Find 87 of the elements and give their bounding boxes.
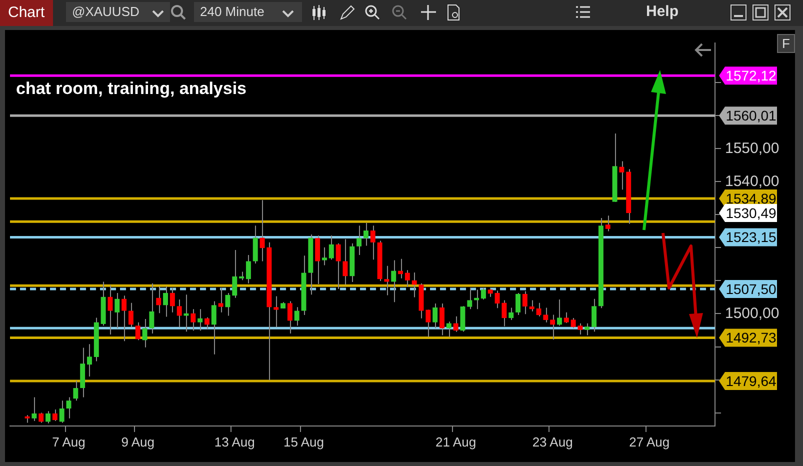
candlestick [142,318,148,348]
candlestick [218,287,224,313]
candlestick [204,316,210,330]
candlestick [480,287,486,300]
candlestick [322,246,327,266]
candlestick [225,292,230,316]
candlestick [550,314,556,340]
y-tick-label: 1550,00 [725,140,780,157]
candlestick [176,299,182,328]
candlestick [446,321,452,338]
text: Help [646,2,679,22]
text: 240 Minute [194,2,302,22]
candlestick [556,299,562,326]
candlestick [198,308,203,332]
candlestick [108,284,113,336]
candlestick [342,238,348,286]
x-tick-label: 15 Aug [284,434,324,450]
candlestick [467,287,472,310]
candlestick [564,312,569,324]
candlestick [529,300,534,312]
x-tick-label: 7 Aug [52,434,86,450]
candlestick [363,222,368,246]
candlestick [619,160,624,190]
text: F [777,34,795,53]
text: 1530,49 [726,204,777,221]
candlestick [122,295,127,342]
candlestick [232,250,238,298]
candlestick [315,234,320,285]
ref-line-label: 1492,73 [726,330,777,346]
candlestick [73,380,78,402]
ref-line-label: 1507,50 [726,280,777,297]
candlestick [404,270,410,288]
candlestick [163,286,168,318]
candlestick [605,215,610,232]
candlestick [294,306,300,326]
candlestick [246,254,251,284]
ref-line-label: 1534,89 [726,190,777,206]
candlestick [135,322,140,341]
candlestick [426,309,431,338]
x-tick-label: 27 Aug [629,434,670,450]
ref-line-label: 1572,12 [726,67,777,84]
candlestick [114,292,120,329]
candlestick [274,296,279,328]
candlestick [592,298,597,332]
text: @XAUUSD [66,2,170,22]
x-tick-label: 21 Aug [436,434,476,450]
candlestick [66,396,72,419]
candlestick [543,307,548,323]
candlestick [508,307,514,321]
y-tick-label: 1500,00 [725,304,780,322]
candlestick [336,242,341,290]
candlestick [211,300,216,355]
candlestick [287,300,292,334]
ref-line-label: 1523,15 [726,229,777,246]
candlestick [522,290,528,315]
candlestick [391,260,396,303]
candlestick [432,303,438,329]
x-tick-label: 9 Aug [121,434,154,450]
candlestick [439,303,444,336]
candlestick [190,308,196,332]
candlestick [412,272,417,298]
candlestick [584,322,590,336]
candlestick [52,408,58,422]
candlestick [356,225,362,256]
candlestick [38,412,44,424]
candlestick [149,282,154,334]
candlestick [384,265,390,296]
candlestick [453,316,458,332]
y-tick-label: 1540,00 [725,172,780,190]
candlestick [398,258,404,279]
candlestick [516,292,521,316]
candlestick [328,234,334,260]
candlestick [252,225,258,264]
candlestick [32,396,37,422]
text: chat room, training, analysis [16,79,247,99]
candlestick [156,286,162,314]
candlestick [59,400,64,424]
candlestick [370,225,376,260]
x-tick-label: 23 Aug [532,434,573,450]
candlestick [86,344,92,377]
ref-line-label: 1560,01 [726,107,777,124]
candlestick [128,302,134,328]
candlestick [170,287,175,313]
text: Chart [0,0,53,26]
ref-line-label: 1479,64 [726,372,777,389]
candlestick [46,410,51,424]
x-tick-label: 13 Aug [214,434,255,450]
